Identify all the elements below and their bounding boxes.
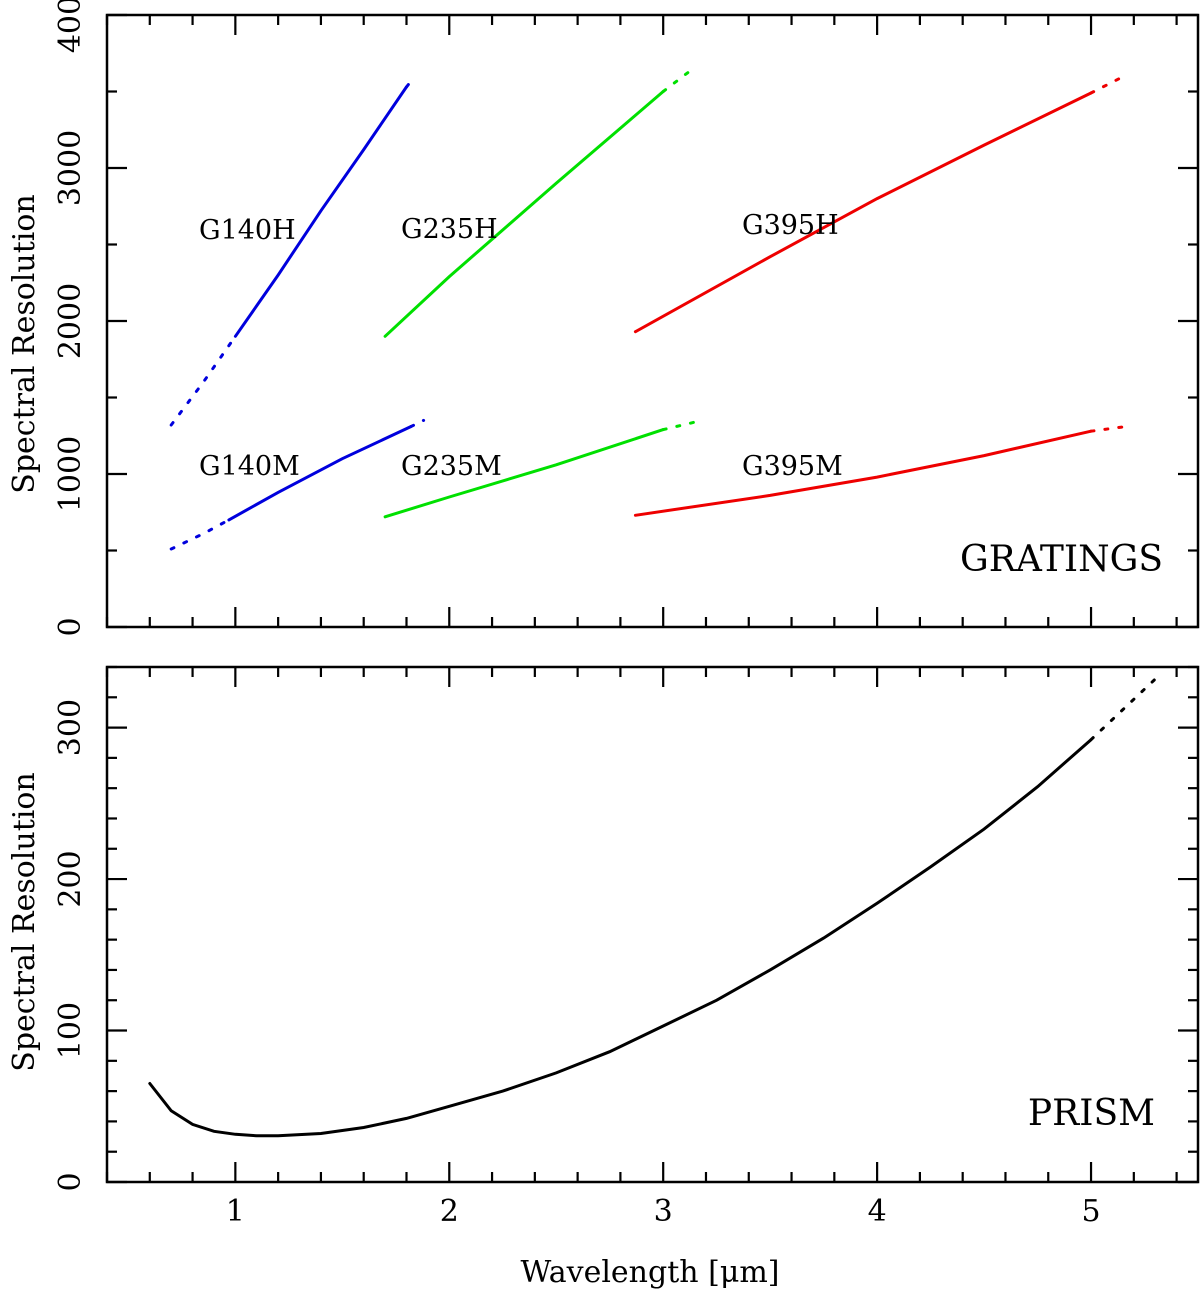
- gratings-y-axis-label: Spectral Resolution: [7, 194, 42, 493]
- series-g235h-extension-high: [661, 67, 695, 93]
- prism-panel: 0 100 200 300 1 2 3 4 5 Spectral Resolution Wav…: [7, 665, 1200, 1290]
- series-label-g235h: G235H: [401, 214, 498, 245]
- series-g235m-extension-high: [661, 420, 697, 432]
- gratings-panel-label: GRATINGS: [960, 539, 1163, 580]
- series-g395m-extension-high: [1089, 425, 1127, 433]
- series-prism-extension-high: [1089, 677, 1157, 742]
- series-g140m-extension-high: [409, 418, 426, 429]
- series-g395m-line: [633, 429, 1093, 517]
- series-g140m-extension-low: [169, 518, 231, 551]
- y-tick-label: 0: [53, 617, 88, 636]
- prism-series: [148, 677, 1157, 1138]
- series-label-g235m: G235M: [401, 451, 502, 482]
- series-g140h-line: [233, 85, 408, 338]
- x-tick-label: 3: [654, 1194, 673, 1229]
- prism-panel-label: PRISM: [1028, 1093, 1155, 1134]
- series-label-g140h: G140H: [199, 215, 296, 246]
- prism-plot-frame: [105, 665, 1200, 1184]
- prism-x-tick-labels: 1 2 3 4 5: [226, 1194, 1101, 1229]
- series-label-g395m: G395M: [742, 451, 843, 482]
- y-tick-label: 4000: [53, 0, 88, 53]
- y-tick-label: 100: [53, 1002, 88, 1059]
- y-tick-label: 200: [53, 850, 88, 907]
- x-tick-label: 4: [868, 1194, 887, 1229]
- series-g235h-line: [383, 90, 665, 338]
- gratings-panel: 0 1000 2000 3000 4000 Spectral Resolution G1…: [7, 0, 1200, 637]
- gratings-y-tick-labels: 0 1000 2000 3000 4000: [53, 0, 88, 637]
- gratings-series: [169, 67, 1127, 551]
- prism-ticks: [105, 665, 1198, 1184]
- series-g140h-extension-high: [405, 74, 417, 89]
- y-tick-label: 1000: [53, 436, 88, 512]
- y-tick-label: 0: [53, 1172, 88, 1191]
- gratings-ticks: [105, 13, 1198, 629]
- series-label-g140m: G140M: [199, 451, 300, 482]
- prism-y-tick-labels: 0 100 200 300: [53, 699, 88, 1192]
- x-axis-label: Wavelength [μm]: [521, 1255, 780, 1290]
- series-g140h-extension-low: [169, 334, 237, 427]
- series-g140m-line: [227, 425, 413, 522]
- y-tick-label: 300: [53, 699, 88, 756]
- x-tick-label: 1: [226, 1194, 245, 1229]
- series-g235m-line: [383, 428, 665, 519]
- x-tick-label: 2: [440, 1194, 459, 1229]
- prism-y-axis-label: Spectral Resolution: [7, 772, 42, 1071]
- series-g395h-extension-high: [1089, 76, 1123, 95]
- y-tick-label: 2000: [53, 283, 88, 359]
- y-tick-label: 3000: [53, 130, 88, 206]
- series-g395h-line: [633, 91, 1093, 334]
- series-prism-line: [148, 738, 1093, 1138]
- x-tick-label: 5: [1081, 1194, 1100, 1229]
- series-label-g395h: G395H: [742, 210, 839, 241]
